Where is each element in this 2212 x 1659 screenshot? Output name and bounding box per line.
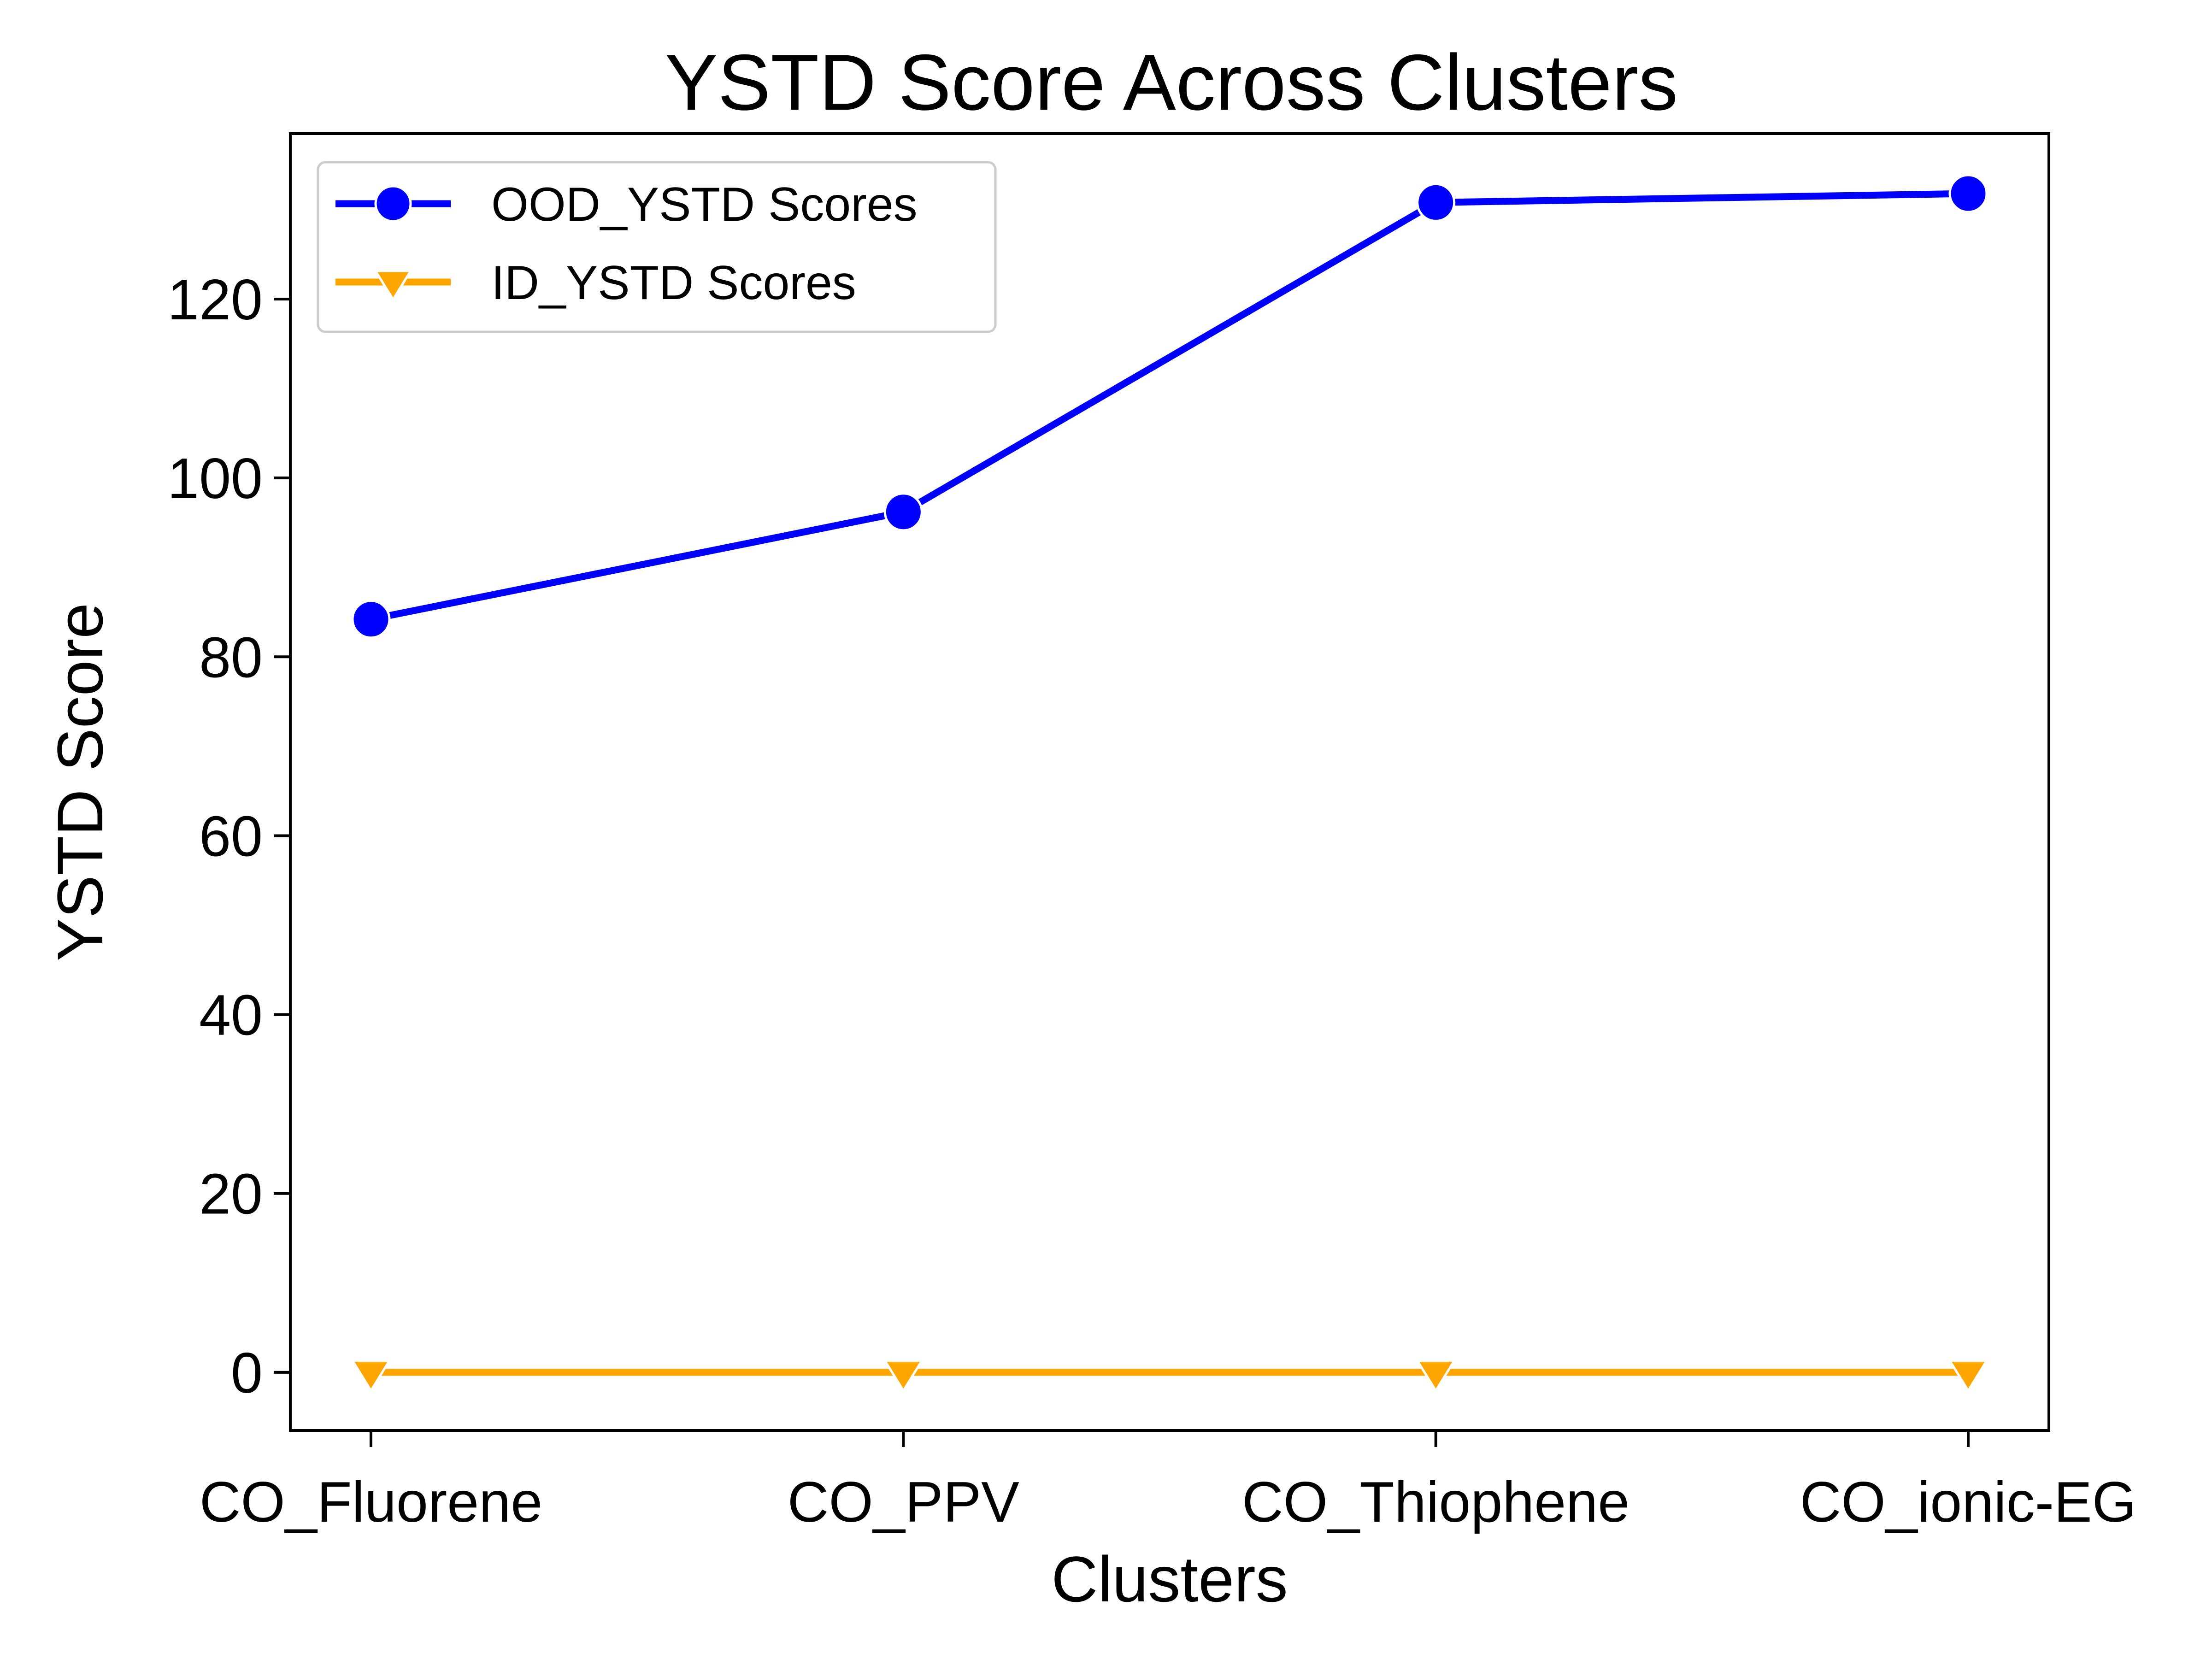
series-2 — [350, 1359, 1989, 1393]
x-tick-label: CO_Thiophene — [1242, 1471, 1630, 1534]
data-point — [1416, 182, 1456, 222]
legend-swatch-marker — [374, 185, 412, 223]
data-point — [351, 600, 391, 639]
x-axis-label: Clusters — [1051, 1543, 1288, 1615]
y-axis-label: YSTD Score — [44, 603, 116, 961]
legend-entry: ID_YSTD Scores — [335, 256, 856, 310]
data-point — [1948, 174, 1988, 213]
legend-label: ID_YSTD Scores — [491, 256, 856, 310]
series-line — [367, 190, 1972, 624]
y-tick-label: 40 — [199, 984, 263, 1047]
legend-box — [317, 161, 997, 333]
legend-entry: OOD_YSTD Scores — [335, 178, 918, 231]
data-point — [1947, 1359, 1989, 1393]
legend-swatch-marker — [373, 270, 413, 302]
data-point — [883, 492, 923, 532]
data-point — [882, 1359, 924, 1393]
y-tick-label: 0 — [231, 1341, 263, 1405]
y-tick-label: 120 — [167, 268, 263, 332]
data-point — [1415, 1359, 1457, 1393]
chart-title: YSTD Score Across Clusters — [665, 38, 1678, 127]
y-tick-label: 60 — [199, 805, 263, 868]
series-1 — [351, 174, 1988, 639]
y-tick-label: 100 — [167, 447, 263, 511]
plot-frame — [289, 132, 2050, 1432]
x-tick-label: CO_ionic-EG — [1800, 1471, 2136, 1534]
y-tick-label: 80 — [199, 626, 263, 689]
data-point — [350, 1359, 392, 1393]
x-tick-label: CO_Fluorene — [200, 1471, 542, 1534]
legend: OOD_YSTD Scores ID_YSTD Scores — [317, 161, 997, 333]
legend-label: OOD_YSTD Scores — [491, 178, 918, 231]
y-tick-label: 20 — [199, 1163, 263, 1226]
x-tick-label: CO_PPV — [788, 1471, 1019, 1534]
